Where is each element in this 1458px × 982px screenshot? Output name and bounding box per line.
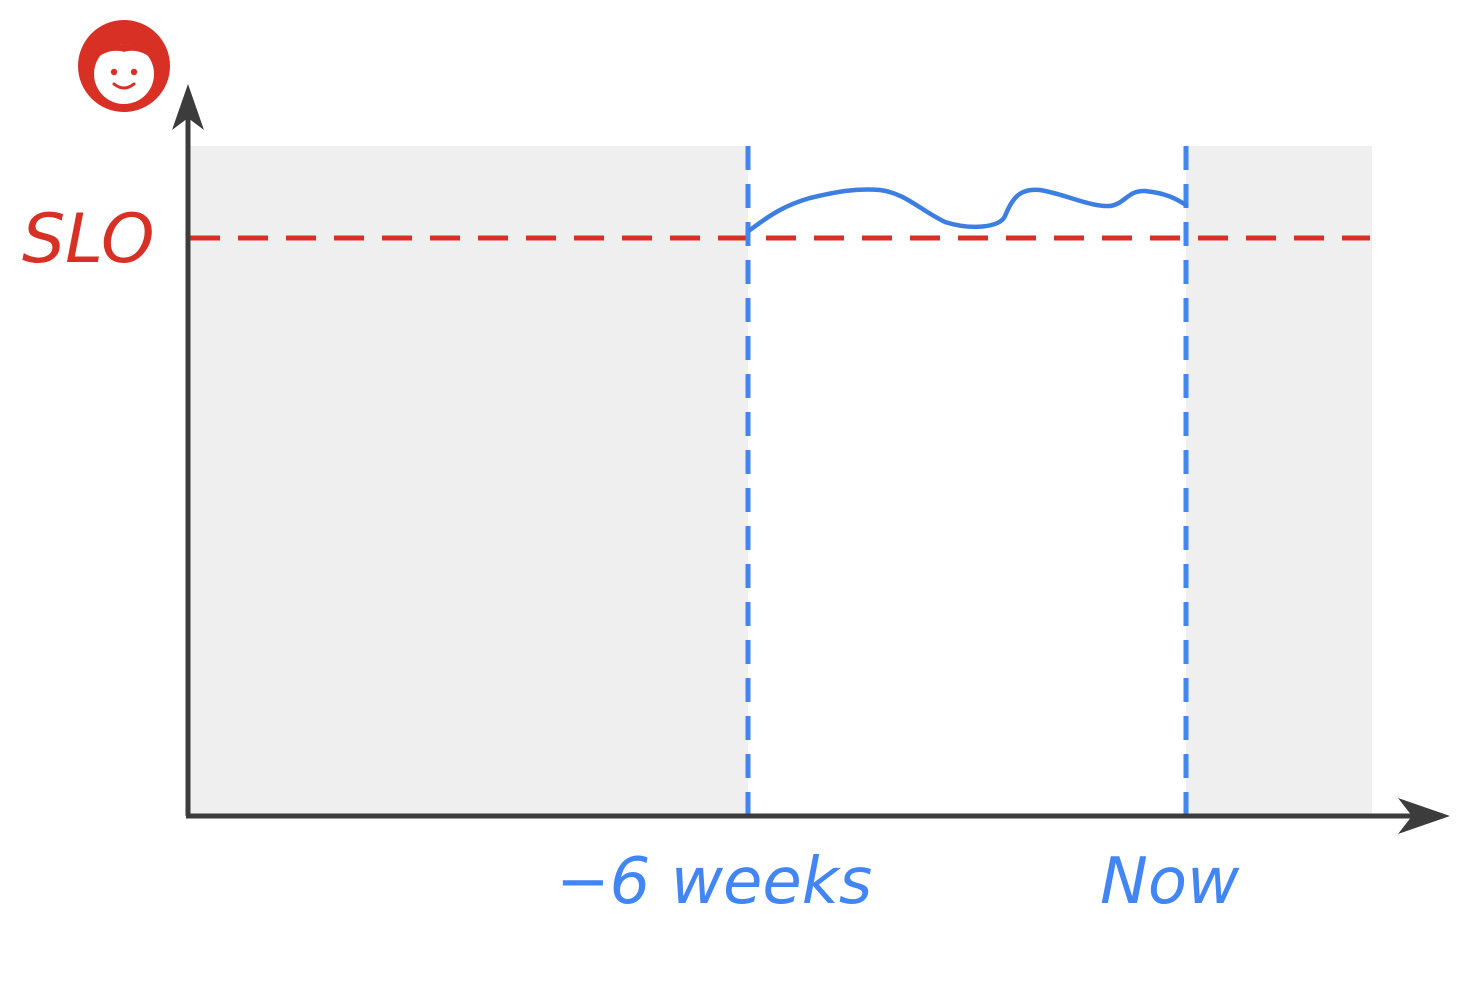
outside-window-region-past <box>188 146 748 814</box>
user-face-icon <box>78 20 170 112</box>
y-axis-arrowhead <box>172 84 204 130</box>
window-start-label: −6 weeks <box>556 845 872 919</box>
outside-window-region-future <box>1186 146 1372 814</box>
slo-label: SLO <box>22 200 154 279</box>
x-axis-arrowhead <box>1398 798 1450 834</box>
measured-reliability-curve <box>747 187 1189 233</box>
window-end-label: Now <box>1100 845 1240 919</box>
